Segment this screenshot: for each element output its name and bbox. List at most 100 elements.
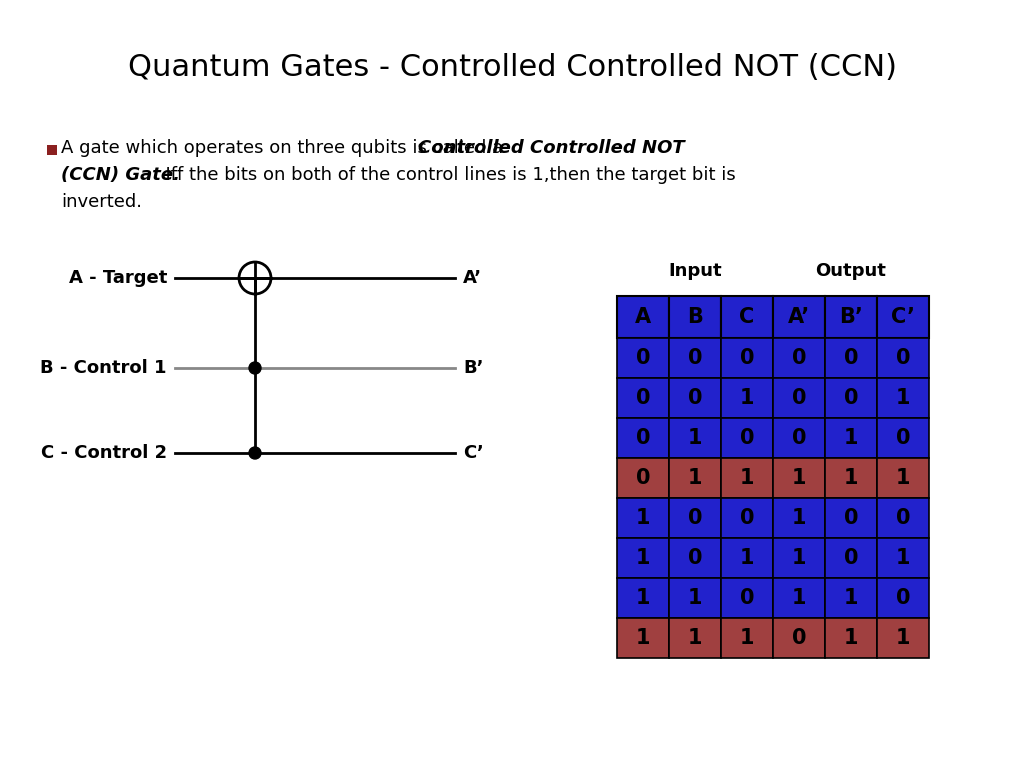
Text: 1: 1 <box>636 628 650 648</box>
FancyBboxPatch shape <box>669 338 721 378</box>
Text: Input: Input <box>669 262 722 280</box>
FancyBboxPatch shape <box>825 458 877 498</box>
Text: 1: 1 <box>844 468 858 488</box>
Text: 0: 0 <box>844 548 858 568</box>
FancyBboxPatch shape <box>825 378 877 418</box>
Text: 0: 0 <box>688 348 702 368</box>
FancyBboxPatch shape <box>617 578 669 618</box>
Text: 1: 1 <box>792 548 806 568</box>
Text: B’: B’ <box>839 307 863 327</box>
FancyBboxPatch shape <box>669 498 721 538</box>
FancyBboxPatch shape <box>617 296 669 338</box>
Text: 0: 0 <box>792 388 806 408</box>
Text: 0: 0 <box>844 348 858 368</box>
Text: 1: 1 <box>844 628 858 648</box>
FancyBboxPatch shape <box>825 296 877 338</box>
Text: Quantum Gates - Controlled Controlled NOT (CCN): Quantum Gates - Controlled Controlled NO… <box>128 54 896 82</box>
FancyBboxPatch shape <box>669 296 721 338</box>
Text: 1: 1 <box>896 468 910 488</box>
Text: 0: 0 <box>636 428 650 448</box>
Circle shape <box>249 362 261 374</box>
FancyBboxPatch shape <box>773 378 825 418</box>
FancyBboxPatch shape <box>773 538 825 578</box>
FancyBboxPatch shape <box>877 296 929 338</box>
FancyBboxPatch shape <box>669 618 721 658</box>
Text: A gate which operates on three qubits is called a: A gate which operates on three qubits is… <box>61 139 509 157</box>
Text: 1: 1 <box>739 468 755 488</box>
FancyBboxPatch shape <box>721 458 773 498</box>
Text: 0: 0 <box>739 508 755 528</box>
FancyBboxPatch shape <box>877 618 929 658</box>
Text: 1: 1 <box>688 588 702 608</box>
Text: B: B <box>687 307 702 327</box>
Text: (CCN) Gate.: (CCN) Gate. <box>61 166 180 184</box>
FancyBboxPatch shape <box>721 378 773 418</box>
FancyBboxPatch shape <box>877 458 929 498</box>
Text: C - Control 2: C - Control 2 <box>41 444 167 462</box>
Text: C’: C’ <box>463 444 483 462</box>
FancyBboxPatch shape <box>773 618 825 658</box>
FancyBboxPatch shape <box>721 498 773 538</box>
Text: 1: 1 <box>636 548 650 568</box>
Text: 1: 1 <box>739 628 755 648</box>
Text: inverted.: inverted. <box>61 193 142 211</box>
Text: 1: 1 <box>792 468 806 488</box>
FancyBboxPatch shape <box>877 498 929 538</box>
FancyBboxPatch shape <box>773 578 825 618</box>
FancyBboxPatch shape <box>825 498 877 538</box>
Text: 0: 0 <box>636 348 650 368</box>
FancyBboxPatch shape <box>825 338 877 378</box>
FancyBboxPatch shape <box>773 338 825 378</box>
Text: 1: 1 <box>844 588 858 608</box>
Text: C’: C’ <box>891 307 915 327</box>
Text: 0: 0 <box>896 588 910 608</box>
FancyBboxPatch shape <box>617 538 669 578</box>
FancyBboxPatch shape <box>877 418 929 458</box>
Text: 1: 1 <box>688 468 702 488</box>
FancyBboxPatch shape <box>825 538 877 578</box>
Text: 0: 0 <box>636 388 650 408</box>
Text: 0: 0 <box>844 388 858 408</box>
Circle shape <box>249 447 261 459</box>
Text: 1: 1 <box>636 588 650 608</box>
FancyBboxPatch shape <box>825 578 877 618</box>
FancyBboxPatch shape <box>669 578 721 618</box>
Text: Controlled Controlled NOT: Controlled Controlled NOT <box>419 139 685 157</box>
Text: Iff the bits on both of the control lines is 1,then the target bit is: Iff the bits on both of the control line… <box>155 166 736 184</box>
Text: 1: 1 <box>739 548 755 568</box>
FancyBboxPatch shape <box>773 458 825 498</box>
Text: A: A <box>635 307 651 327</box>
Text: 1: 1 <box>688 628 702 648</box>
Text: 1: 1 <box>896 388 910 408</box>
Text: 0: 0 <box>792 428 806 448</box>
FancyBboxPatch shape <box>617 618 669 658</box>
Text: 0: 0 <box>896 508 910 528</box>
FancyBboxPatch shape <box>825 418 877 458</box>
Text: 1: 1 <box>739 388 755 408</box>
Text: 0: 0 <box>739 588 755 608</box>
FancyBboxPatch shape <box>617 458 669 498</box>
FancyBboxPatch shape <box>669 458 721 498</box>
FancyBboxPatch shape <box>617 378 669 418</box>
Text: 0: 0 <box>688 388 702 408</box>
Text: 0: 0 <box>896 348 910 368</box>
FancyBboxPatch shape <box>721 338 773 378</box>
FancyBboxPatch shape <box>721 578 773 618</box>
Text: 0: 0 <box>792 348 806 368</box>
FancyBboxPatch shape <box>617 338 669 378</box>
FancyBboxPatch shape <box>721 618 773 658</box>
FancyBboxPatch shape <box>773 296 825 338</box>
Text: B’: B’ <box>463 359 483 377</box>
FancyBboxPatch shape <box>617 498 669 538</box>
FancyBboxPatch shape <box>721 418 773 458</box>
Text: 1: 1 <box>844 428 858 448</box>
FancyBboxPatch shape <box>669 538 721 578</box>
Text: 1: 1 <box>792 588 806 608</box>
Text: B - Control 1: B - Control 1 <box>41 359 167 377</box>
FancyBboxPatch shape <box>721 538 773 578</box>
FancyBboxPatch shape <box>877 378 929 418</box>
FancyBboxPatch shape <box>47 145 57 155</box>
Text: A’: A’ <box>787 307 810 327</box>
Text: A’: A’ <box>463 269 482 287</box>
Text: 1: 1 <box>896 628 910 648</box>
